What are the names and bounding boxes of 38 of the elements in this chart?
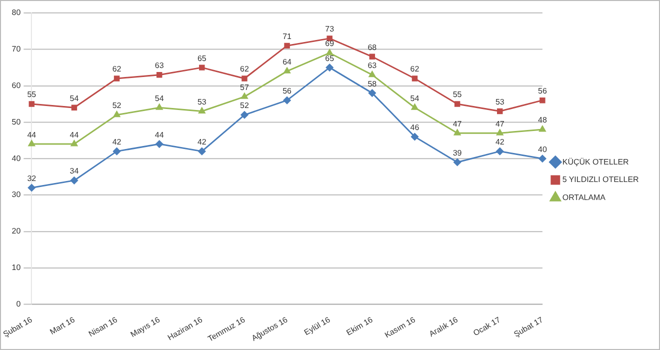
- point: [411, 104, 418, 110]
- point: [70, 176, 78, 184]
- point: [412, 76, 418, 82]
- point: [28, 101, 35, 107]
- point: [198, 148, 206, 156]
- point: [496, 129, 504, 136]
- point: [539, 126, 546, 132]
- point: [241, 92, 248, 99]
- point: [113, 111, 120, 118]
- point: [28, 140, 35, 146]
- point: [71, 104, 78, 110]
- point: [454, 158, 462, 166]
- point: [410, 133, 418, 140]
- point: [114, 76, 120, 82]
- point: [156, 140, 164, 148]
- point: [538, 154, 546, 162]
- point: [242, 76, 248, 82]
- point: [454, 101, 460, 107]
- point: [156, 104, 163, 110]
- point: [496, 148, 504, 156]
- point: [326, 64, 334, 72]
- point: [199, 64, 205, 70]
- point: [454, 129, 461, 136]
- point: [70, 140, 78, 146]
- point: [283, 96, 291, 104]
- point: [284, 67, 290, 74]
- point: [368, 71, 376, 78]
- point: [113, 148, 121, 156]
- point: [326, 49, 333, 56]
- point: [540, 97, 546, 104]
- point: [284, 42, 290, 49]
- point: [28, 184, 36, 192]
- point: [156, 72, 162, 78]
- point: [368, 89, 376, 97]
- point: [240, 111, 248, 119]
- point: [497, 108, 503, 114]
- point: [369, 54, 376, 60]
- point: [198, 108, 206, 114]
